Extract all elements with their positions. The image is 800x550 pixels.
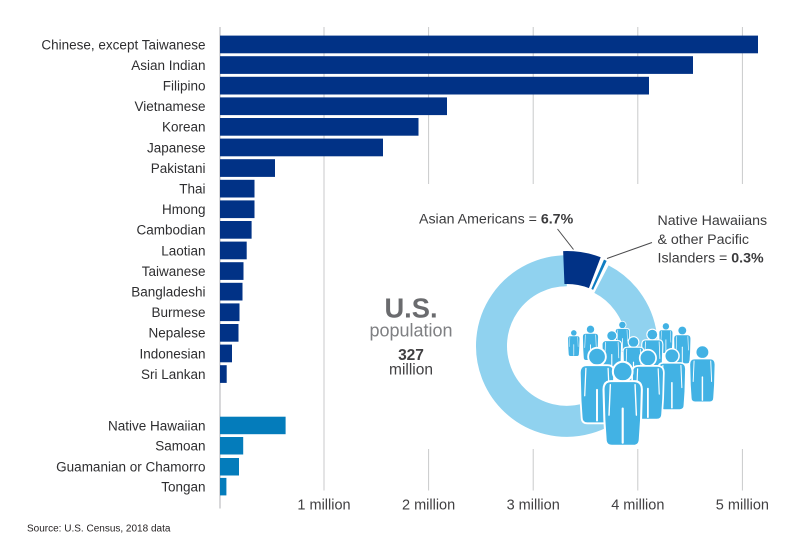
- svg-text:Cambodian: Cambodian: [136, 223, 205, 238]
- svg-text:million: million: [389, 362, 433, 379]
- svg-text:Asian Indian: Asian Indian: [131, 58, 205, 73]
- svg-text:Vietnamese: Vietnamese: [134, 99, 205, 114]
- svg-text:& other Pacific: & other Pacific: [658, 232, 749, 248]
- svg-text:2 million: 2 million: [402, 498, 455, 514]
- svg-text:Pakistani: Pakistani: [151, 161, 206, 176]
- svg-text:Burmese: Burmese: [151, 305, 205, 320]
- svg-text:population: population: [369, 321, 452, 341]
- svg-text:Guamanian or Chamorro: Guamanian or Chamorro: [56, 460, 205, 475]
- svg-text:Samoan: Samoan: [155, 439, 205, 454]
- svg-text:Laotian: Laotian: [161, 243, 205, 258]
- svg-text:U.S.: U.S.: [384, 293, 437, 324]
- svg-text:Thai: Thai: [179, 182, 205, 197]
- svg-text:Japanese: Japanese: [147, 140, 206, 155]
- svg-text:Indonesian: Indonesian: [139, 346, 205, 361]
- svg-text:Korean: Korean: [162, 120, 206, 135]
- svg-text:Source: U.S. Census, 2018 data: Source: U.S. Census, 2018 data: [27, 524, 171, 535]
- svg-text:Bangladeshi: Bangladeshi: [131, 285, 205, 300]
- svg-text:4 million: 4 million: [611, 498, 664, 514]
- svg-text:Sri Lankan: Sri Lankan: [141, 367, 206, 382]
- svg-text:Taiwanese: Taiwanese: [142, 264, 206, 279]
- svg-text:Native Hawaiians: Native Hawaiians: [658, 213, 768, 229]
- svg-text:3 million: 3 million: [507, 498, 560, 514]
- svg-text:Nepalese: Nepalese: [148, 326, 205, 341]
- svg-text:Hmong: Hmong: [162, 202, 206, 217]
- svg-text:Asian Americans = 6.7%: Asian Americans = 6.7%: [419, 211, 574, 227]
- svg-text:Tongan: Tongan: [161, 480, 205, 495]
- svg-text:1 million: 1 million: [297, 498, 350, 514]
- svg-text:Native Hawaiian: Native Hawaiian: [108, 418, 206, 433]
- svg-text:5 million: 5 million: [716, 498, 769, 514]
- svg-text:327: 327: [398, 347, 424, 364]
- svg-text:Islanders = 0.3%: Islanders = 0.3%: [658, 250, 764, 266]
- svg-text:Filipino: Filipino: [163, 79, 206, 94]
- svg-text:Chinese, except Taiwanese: Chinese, except Taiwanese: [41, 37, 205, 52]
